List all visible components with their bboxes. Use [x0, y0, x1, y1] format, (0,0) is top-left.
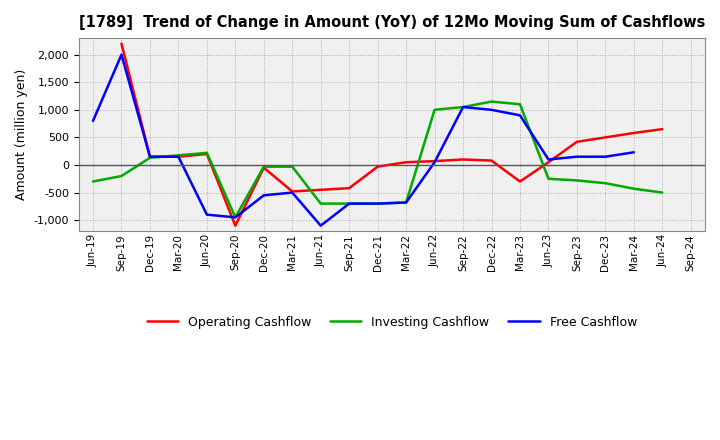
Operating Cashflow — [431, 158, 439, 164]
Investing Cashflow — [544, 176, 553, 181]
Free Cashflow — [601, 154, 610, 159]
Investing Cashflow — [288, 164, 297, 169]
Free Cashflow — [629, 150, 638, 155]
Free Cashflow — [117, 52, 126, 57]
Operating Cashflow — [231, 223, 240, 228]
Investing Cashflow — [117, 173, 126, 179]
Investing Cashflow — [402, 200, 410, 205]
Free Cashflow — [231, 215, 240, 220]
Operating Cashflow — [601, 135, 610, 140]
Free Cashflow — [487, 107, 496, 113]
Line: Investing Cashflow: Investing Cashflow — [93, 102, 662, 217]
Y-axis label: Amount (million yen): Amount (million yen) — [15, 69, 28, 200]
Investing Cashflow — [231, 215, 240, 220]
Line: Free Cashflow: Free Cashflow — [93, 55, 634, 226]
Investing Cashflow — [374, 201, 382, 206]
Free Cashflow — [516, 113, 524, 118]
Investing Cashflow — [89, 179, 97, 184]
Investing Cashflow — [431, 107, 439, 113]
Line: Operating Cashflow: Operating Cashflow — [122, 44, 662, 226]
Operating Cashflow — [202, 151, 211, 157]
Operating Cashflow — [544, 160, 553, 165]
Free Cashflow — [145, 154, 154, 159]
Operating Cashflow — [402, 160, 410, 165]
Investing Cashflow — [459, 104, 467, 110]
Investing Cashflow — [259, 164, 268, 169]
Operating Cashflow — [316, 187, 325, 192]
Operating Cashflow — [374, 164, 382, 169]
Free Cashflow — [572, 154, 581, 159]
Free Cashflow — [288, 190, 297, 195]
Free Cashflow — [174, 154, 183, 159]
Free Cashflow — [402, 200, 410, 205]
Investing Cashflow — [487, 99, 496, 104]
Free Cashflow — [259, 193, 268, 198]
Investing Cashflow — [658, 190, 667, 195]
Free Cashflow — [316, 223, 325, 228]
Operating Cashflow — [345, 186, 354, 191]
Operating Cashflow — [459, 157, 467, 162]
Operating Cashflow — [259, 165, 268, 170]
Free Cashflow — [431, 160, 439, 165]
Investing Cashflow — [316, 201, 325, 206]
Investing Cashflow — [174, 153, 183, 158]
Title: [1789]  Trend of Change in Amount (YoY) of 12Mo Moving Sum of Cashflows: [1789] Trend of Change in Amount (YoY) o… — [78, 15, 705, 30]
Operating Cashflow — [288, 189, 297, 194]
Operating Cashflow — [145, 154, 154, 159]
Operating Cashflow — [572, 139, 581, 144]
Free Cashflow — [459, 104, 467, 110]
Investing Cashflow — [145, 155, 154, 161]
Free Cashflow — [345, 201, 354, 206]
Free Cashflow — [89, 118, 97, 124]
Investing Cashflow — [572, 178, 581, 183]
Operating Cashflow — [487, 158, 496, 163]
Free Cashflow — [374, 201, 382, 206]
Investing Cashflow — [601, 180, 610, 186]
Operating Cashflow — [174, 154, 183, 159]
Free Cashflow — [202, 212, 211, 217]
Investing Cashflow — [516, 102, 524, 107]
Operating Cashflow — [117, 41, 126, 46]
Investing Cashflow — [629, 186, 638, 191]
Investing Cashflow — [202, 150, 211, 155]
Operating Cashflow — [658, 126, 667, 132]
Free Cashflow — [544, 157, 553, 162]
Legend: Operating Cashflow, Investing Cashflow, Free Cashflow: Operating Cashflow, Investing Cashflow, … — [142, 311, 642, 334]
Operating Cashflow — [629, 130, 638, 136]
Operating Cashflow — [516, 179, 524, 184]
Investing Cashflow — [345, 201, 354, 206]
